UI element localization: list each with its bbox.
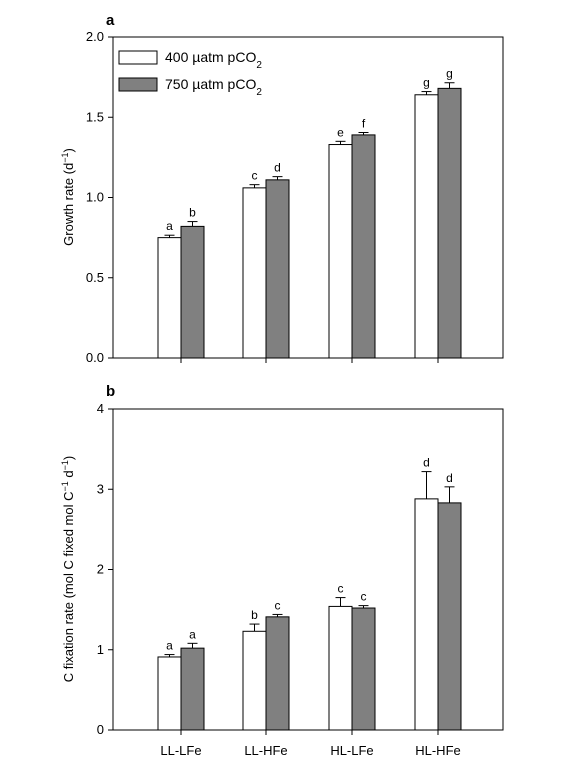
significance-letter: e xyxy=(337,125,344,139)
significance-letter: d xyxy=(423,456,430,470)
category-label: HL-HFe xyxy=(415,743,461,758)
significance-letter: c xyxy=(338,582,344,596)
y-tick-label: 1.0 xyxy=(86,190,104,205)
bar-750-ll-hfe xyxy=(265,616,290,731)
bar-400-hl-hfe xyxy=(414,498,439,731)
significance-letter: c xyxy=(252,169,258,183)
bar-400-hl-hfe xyxy=(414,94,439,359)
panel-a-bars: a c e g b d f g xyxy=(157,67,462,359)
bar-750-hl-lfe xyxy=(351,607,376,731)
y-tick-label: 1 xyxy=(97,642,104,657)
panel-a-x-ticks xyxy=(180,358,439,363)
legend-label-400: 400 µatm pCO2 xyxy=(165,49,262,71)
bar-750-ll-lfe xyxy=(180,647,205,731)
panel-b-bars: a b c d a c c d xyxy=(157,456,462,731)
panel-b-c-fixation-rate: b 0 1 2 3 4 a b c d a c c d C fixation rate (mol C … xyxy=(60,383,504,758)
legend: 400 µatm pCO2 750 µatm pCO2 xyxy=(118,49,262,98)
category-label: LL-HFe xyxy=(244,743,287,758)
significance-letter: g xyxy=(423,76,430,90)
legend-item-750: 750 µatm pCO2 xyxy=(118,76,262,98)
legend-item-400: 400 µatm pCO2 xyxy=(118,49,262,71)
category-label: LL-LFe xyxy=(160,743,201,758)
significance-letter: c xyxy=(361,590,367,604)
significance-letter: b xyxy=(251,608,258,622)
bar-750-hl-lfe xyxy=(351,134,376,359)
bar-400-hl-lfe xyxy=(328,605,353,731)
bar-400-ll-lfe xyxy=(157,656,182,731)
bar-750-hl-hfe xyxy=(437,87,462,359)
bar-750-ll-lfe xyxy=(180,225,205,359)
legend-swatch-750 xyxy=(118,77,158,92)
category-label: HL-LFe xyxy=(330,743,373,758)
significance-letter: g xyxy=(446,67,453,81)
significance-letter: a xyxy=(166,219,173,233)
y-tick-label: 0.0 xyxy=(86,350,104,365)
significance-letter: c xyxy=(275,598,281,612)
y-tick-label: 1.5 xyxy=(86,109,104,124)
panel-b-y-axis-title: C fixation rate (mol C fixed mol C−1 d−1… xyxy=(60,456,76,682)
panel-a-y-ticks: 0.0 0.5 1.0 1.5 2.0 xyxy=(86,29,113,365)
significance-letter: a xyxy=(166,639,173,653)
bar-400-ll-hfe xyxy=(242,187,267,359)
panel-b-label: b xyxy=(106,383,115,400)
significance-letter: d xyxy=(274,161,281,175)
category-labels: LL-LFe LL-HFe HL-LFe HL-HFe xyxy=(160,743,460,758)
bar-750-ll-hfe xyxy=(265,179,290,359)
bar-400-ll-lfe xyxy=(157,237,182,359)
significance-letter: a xyxy=(189,627,196,641)
legend-swatch-400 xyxy=(118,50,158,65)
bar-400-ll-hfe xyxy=(242,630,267,731)
legend-label-750: 750 µatm pCO2 xyxy=(165,76,262,98)
panel-b-x-ticks xyxy=(180,730,439,735)
significance-letter: b xyxy=(189,206,196,220)
y-tick-label: 2 xyxy=(97,562,104,577)
panel-a-y-axis-title: Growth rate (d−1) xyxy=(60,148,76,246)
panel-b-y-ticks: 0 1 2 3 4 xyxy=(97,401,113,737)
panel-a-growth-rate: a 0.0 0.5 1.0 1.5 2.0 a c e g b d f g Growth rate (… xyxy=(60,12,504,365)
y-tick-label: 3 xyxy=(97,481,104,496)
panel-a-label: a xyxy=(106,12,115,29)
y-tick-label: 0.5 xyxy=(86,270,104,285)
significance-letter: f xyxy=(362,116,366,130)
y-tick-label: 0 xyxy=(97,722,104,737)
significance-letter: d xyxy=(446,471,453,485)
bar-750-hl-hfe xyxy=(437,502,462,731)
bar-400-hl-lfe xyxy=(328,144,353,359)
y-tick-label: 2.0 xyxy=(86,29,104,44)
y-tick-label: 4 xyxy=(97,401,104,416)
